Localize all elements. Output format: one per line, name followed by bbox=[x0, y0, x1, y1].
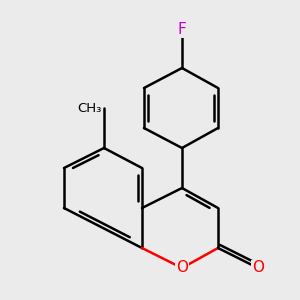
Text: F: F bbox=[178, 22, 186, 38]
Text: CH₃: CH₃ bbox=[78, 101, 102, 115]
Text: O: O bbox=[252, 260, 264, 275]
Text: O: O bbox=[176, 260, 188, 275]
